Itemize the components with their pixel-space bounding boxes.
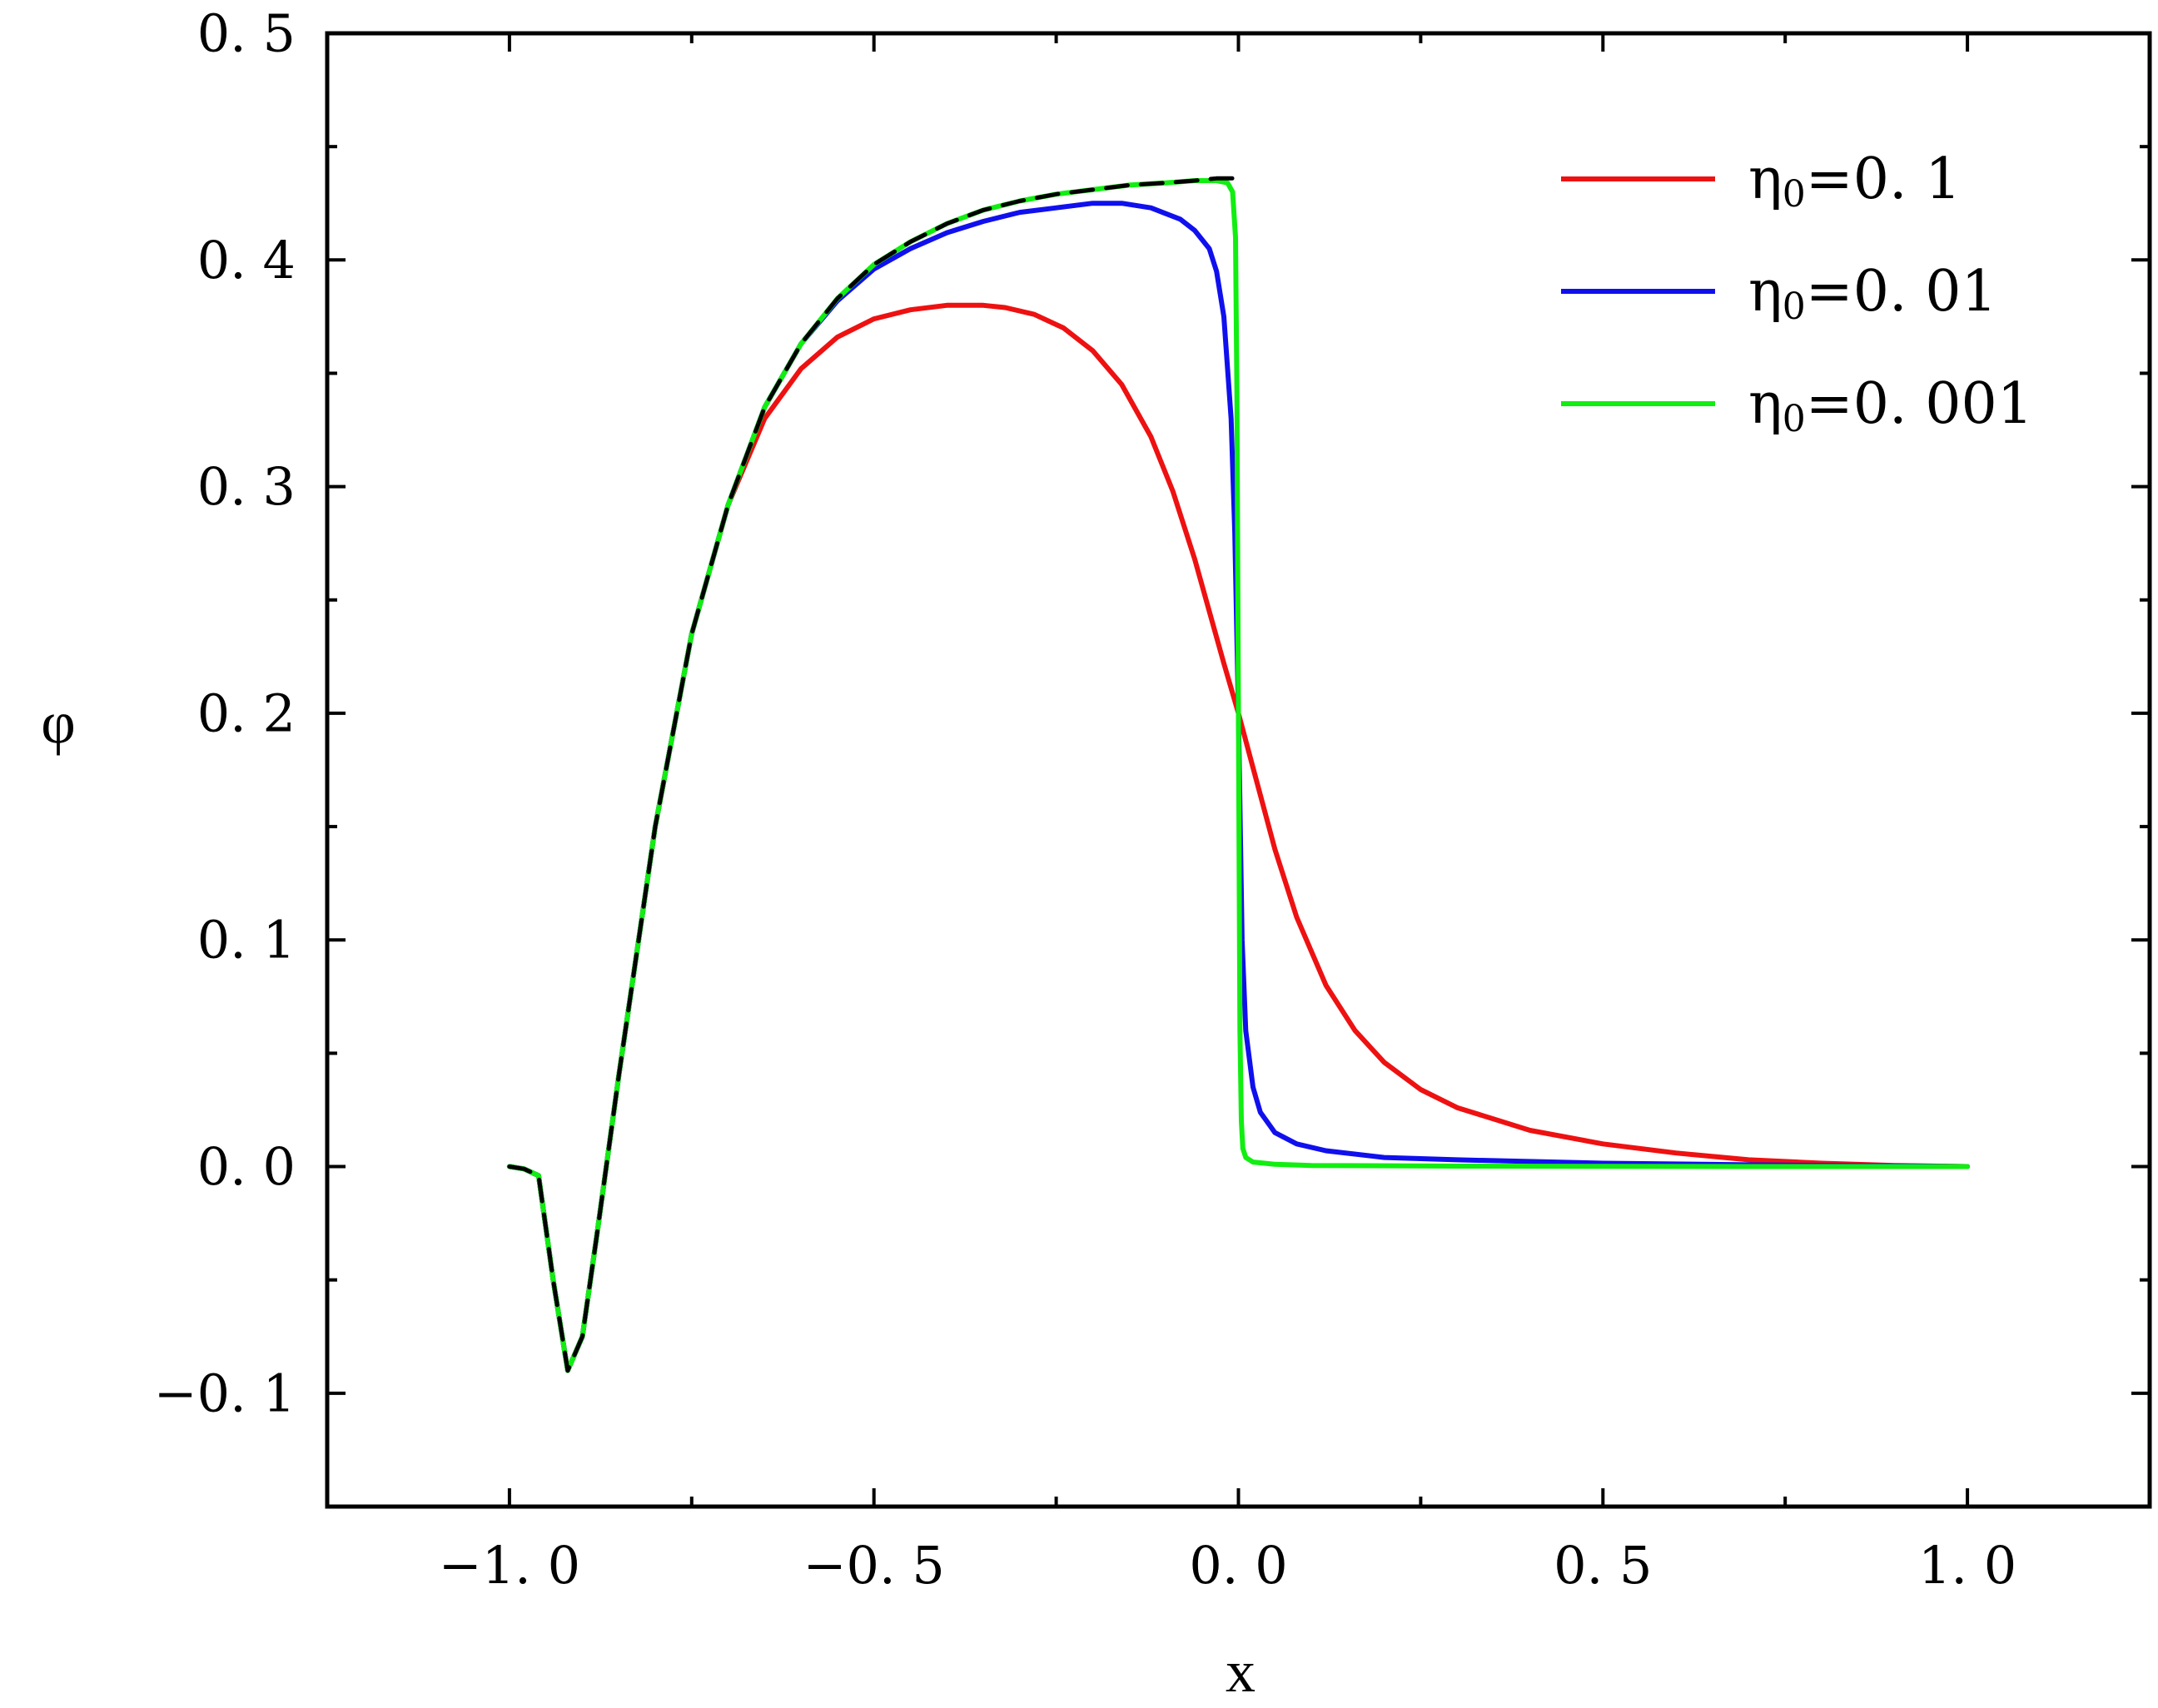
y-axis-title: φ xyxy=(41,689,76,756)
x-tick-label: 1. 0 xyxy=(1918,1535,2016,1596)
legend: η0=0. 1 η0=0. 01 η0=0. 001 xyxy=(1561,146,2033,440)
x-axis-title: x xyxy=(1226,1638,1256,1705)
axis-tick-labels: −1. 0 −0. 5 0. 0 0. 5 1. 0 −0. 1 0. 0 0. 1 0. 2 0… xyxy=(154,3,2017,1596)
y-tick-label: 0. 3 xyxy=(197,456,296,517)
legend-label: η0=0. 01 xyxy=(1748,259,1997,328)
series-line-3 xyxy=(506,178,1971,1373)
x-tick-label: −0. 5 xyxy=(803,1535,945,1596)
y-tick-label: 0. 4 xyxy=(197,230,296,290)
legend-label: η0=0. 001 xyxy=(1748,371,2033,440)
y-tick-label: 0. 5 xyxy=(197,3,296,64)
x-tick-label: 0. 5 xyxy=(1554,1535,1652,1596)
axis-ticks xyxy=(326,32,2151,1508)
y-tick-label: 0. 0 xyxy=(197,1136,296,1197)
y-tick-label: 0. 1 xyxy=(197,910,296,971)
reference-dashed-line xyxy=(507,176,1241,1373)
legend-label: η0=0. 1 xyxy=(1748,146,1961,216)
y-tick-label: −0. 1 xyxy=(154,1363,296,1423)
x-tick-label: −1. 0 xyxy=(439,1535,580,1596)
series-lines xyxy=(506,176,1971,1373)
x-tick-label: 0. 0 xyxy=(1189,1535,1287,1596)
y-tick-label: 0. 2 xyxy=(197,683,296,743)
